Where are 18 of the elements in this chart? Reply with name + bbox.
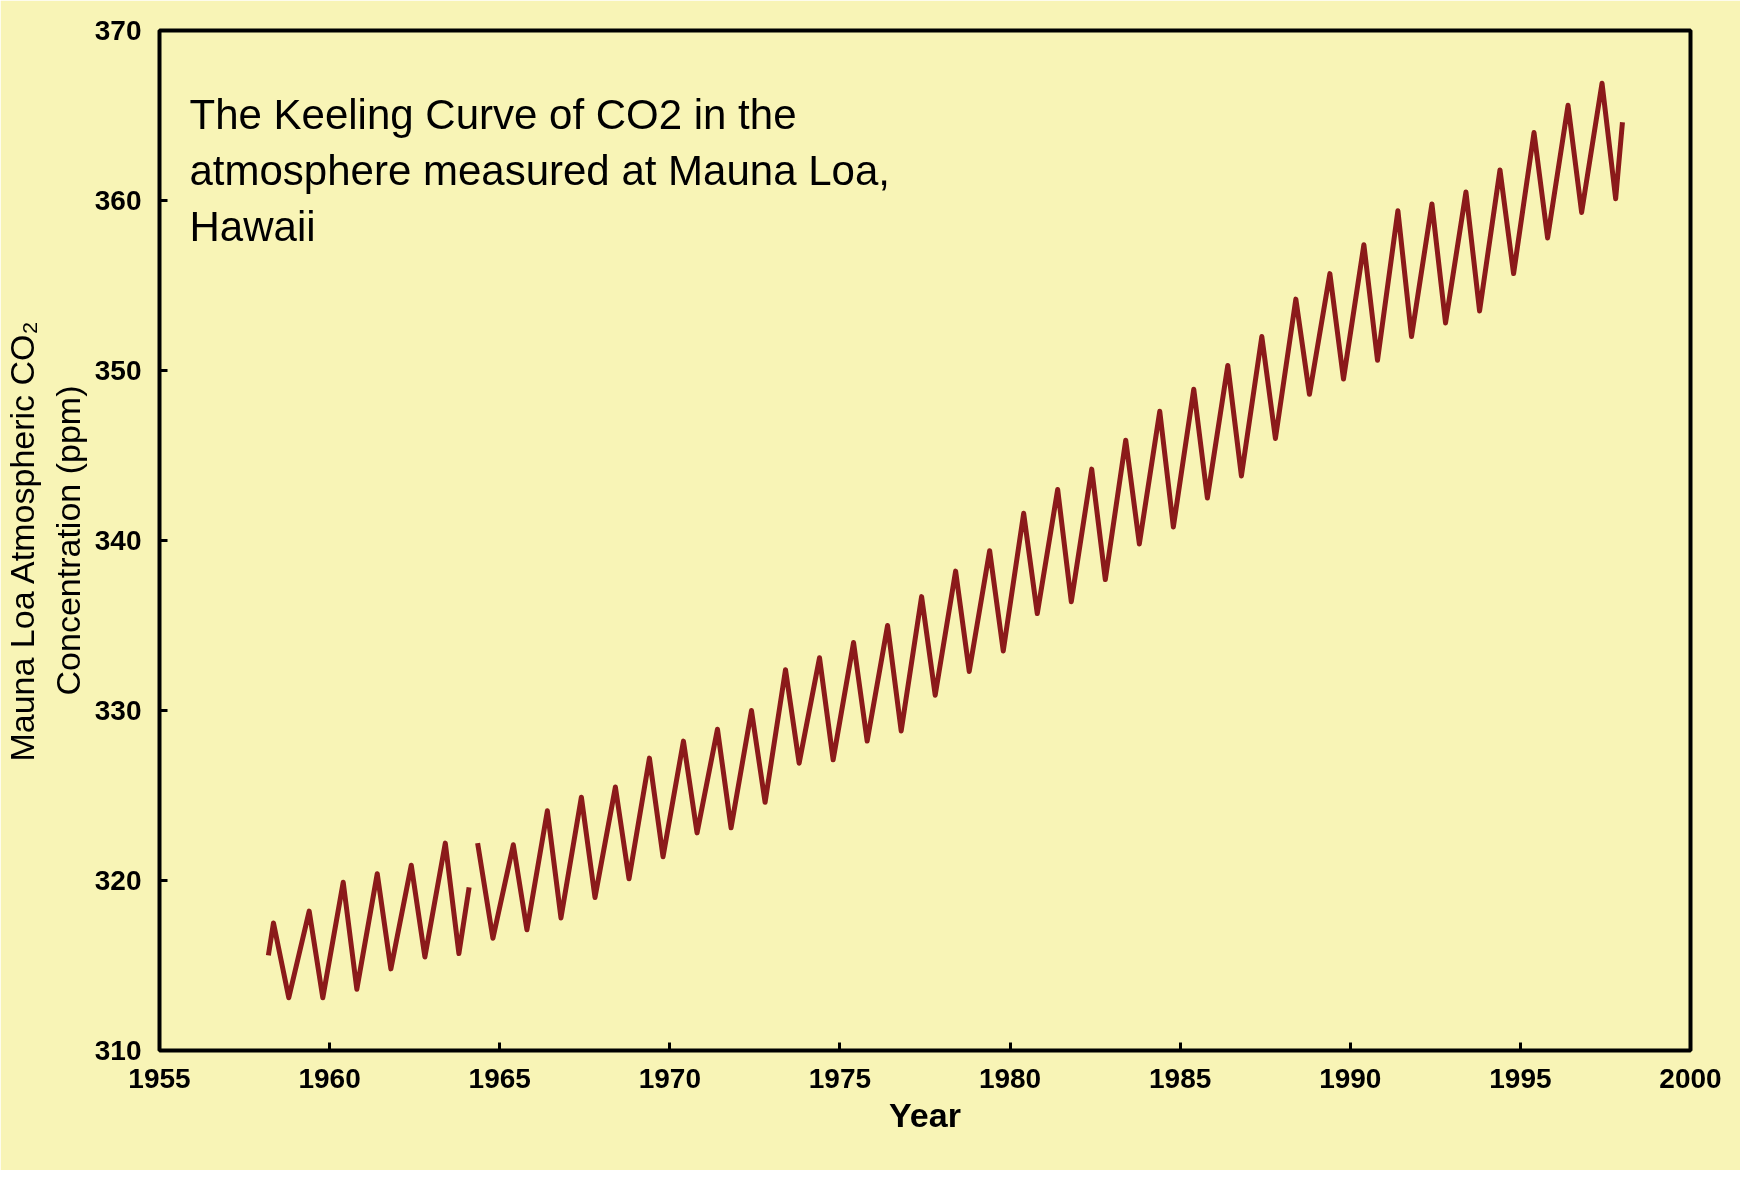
x-tick-label: 1960	[298, 1062, 361, 1094]
y-tick-label: 320	[94, 865, 142, 896]
x-tick-label: 1985	[1149, 1062, 1212, 1094]
y-tick-label: 360	[94, 185, 142, 216]
x-tick-label: 2000	[1659, 1062, 1722, 1094]
x-tick-label: 1990	[1319, 1062, 1382, 1094]
x-tick-label: 1975	[808, 1062, 872, 1094]
y-tick-label: 330	[94, 695, 142, 726]
y-tick-label: 340	[94, 525, 142, 556]
annotation: The Keeling Curve of CO2 in the atmosphere measured at Mauna Loa, Hawaii	[189, 90, 890, 251]
y-tick-label: 370	[94, 15, 142, 46]
x-tick-label: 1980	[978, 1062, 1042, 1094]
x-tick-label: 1995	[1489, 1062, 1552, 1094]
x-tick-label: 1965	[468, 1062, 531, 1094]
x-tick-label: 1970	[638, 1062, 701, 1094]
y-tick-label: 350	[94, 355, 142, 386]
x-axis-title: Year	[889, 1095, 961, 1134]
y-axis-title: Mauna Loa Atmospheric CO₂ Concentration (ppm)	[3, 321, 87, 762]
